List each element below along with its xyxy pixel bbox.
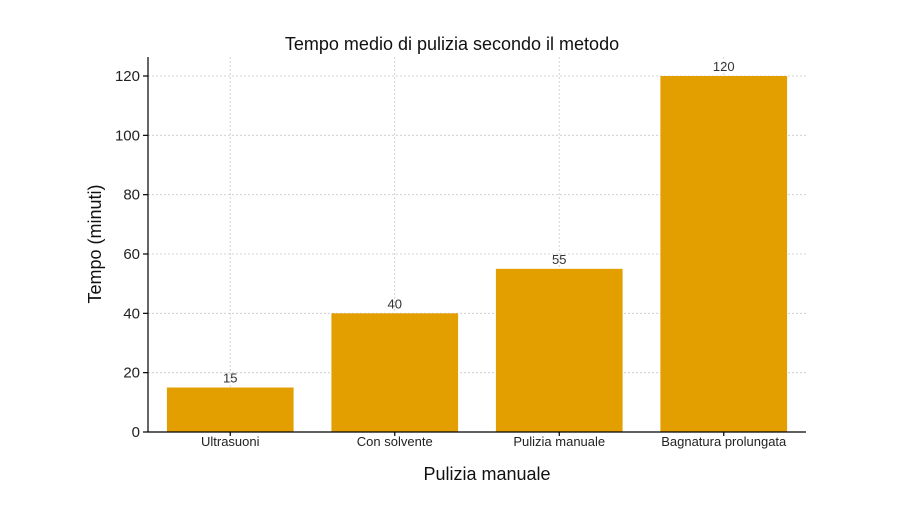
x-tick-label: Con solvente xyxy=(357,434,433,449)
y-tick-label: 40 xyxy=(123,305,140,322)
y-tick-label: 0 xyxy=(132,424,140,441)
y-tick-label: 20 xyxy=(123,365,140,382)
data-label: 15 xyxy=(223,371,237,386)
bar xyxy=(331,313,459,432)
y-axis-title: Tempo (minuti) xyxy=(85,184,105,303)
bar xyxy=(166,387,294,432)
y-tick-label: 100 xyxy=(115,127,140,144)
x-tick-label: Bagnatura prolungata xyxy=(661,434,787,449)
x-axis-title: Pulizia manuale xyxy=(423,464,550,484)
data-label: 55 xyxy=(552,252,566,267)
y-tick-label: 60 xyxy=(123,246,140,263)
y-tick-label: 80 xyxy=(123,187,140,204)
data-label: 40 xyxy=(388,296,402,311)
x-tick-label: Pulizia manuale xyxy=(513,434,605,449)
y-tick-label: 120 xyxy=(115,68,140,85)
x-tick-label: Ultrasuoni xyxy=(201,434,260,449)
chart-title: Tempo medio di pulizia secondo il metodo xyxy=(285,34,619,54)
data-label: 120 xyxy=(713,59,735,74)
bar xyxy=(660,76,788,432)
bar xyxy=(495,268,623,432)
